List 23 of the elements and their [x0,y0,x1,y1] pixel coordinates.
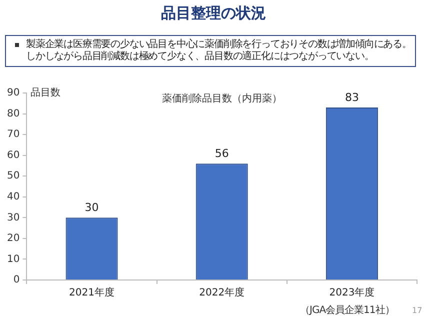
y-tick-label: 30 [6,212,20,224]
y-tick-label: 90 [6,88,20,99]
y-tick-label: 50 [6,170,20,182]
text: 17 [412,306,422,315]
y-tick-label: 40 [6,191,20,202]
x-tick-label: 2023年度 [329,286,375,299]
chart-subtitle: 薬価削除品目数（内用薬） [162,92,282,105]
chart-title: 品目整理の状況 [160,4,267,23]
y-tick-label: 60 [6,150,20,161]
y-tick-label: 10 [6,254,20,265]
x-tick-label: 2022年度 [199,286,245,299]
y-tick-label: 0 [13,274,20,286]
y-tick-label: 80 [6,108,20,120]
data-label: 83 [344,90,359,104]
x-tick-label: 2021年度 [69,286,114,299]
y-axis-title: 品目数 [30,88,61,99]
y-tick-label: 70 [6,129,20,140]
y-tick-label: 20 [6,233,20,244]
data-label: 30 [84,201,99,214]
data-label: 56 [214,147,229,160]
text: 製薬企業は医療需要の少ない品目を中心に薬価削除を行っておりその数は増加傾向にある。 [26,39,412,50]
text: しかしながら品目削減数は極めて少なく、品目数の適正化にはつながっていない。 [25,51,375,63]
text: （JGA会員企業11社） [300,304,394,317]
